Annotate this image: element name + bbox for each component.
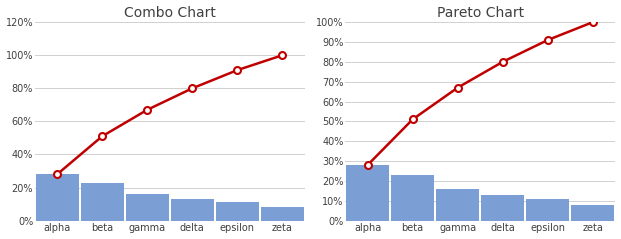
Bar — [81, 183, 124, 221]
Bar — [346, 165, 389, 221]
Title: Combo Chart: Combo Chart — [124, 5, 215, 20]
Bar — [35, 174, 78, 221]
Bar — [527, 199, 569, 221]
Bar — [261, 207, 304, 221]
Bar — [437, 189, 479, 221]
Bar — [216, 202, 259, 221]
Bar — [171, 199, 214, 221]
Bar — [126, 194, 169, 221]
Title: Pareto Chart: Pareto Chart — [437, 5, 524, 20]
Bar — [571, 205, 614, 221]
Bar — [391, 175, 434, 221]
Bar — [481, 195, 524, 221]
